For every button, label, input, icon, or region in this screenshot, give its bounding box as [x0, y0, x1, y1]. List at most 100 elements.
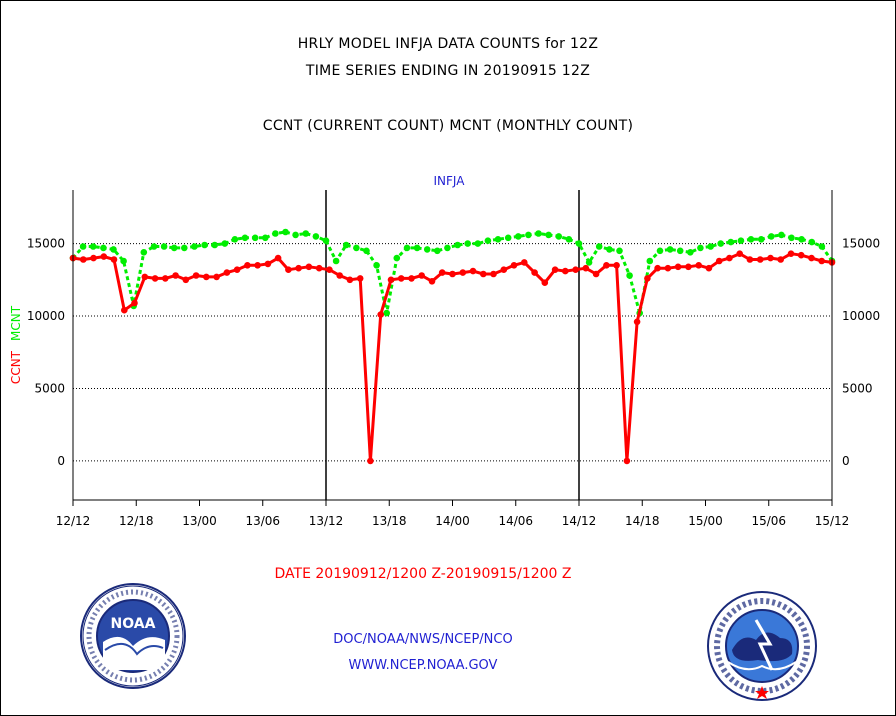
data-point-mcnt — [241, 234, 249, 242]
x-tick-label: 14/00 — [435, 514, 470, 528]
data-point-ccnt — [367, 457, 374, 465]
data-point-mcnt — [110, 246, 117, 253]
data-point-ccnt — [633, 318, 641, 326]
data-point-ccnt — [715, 257, 723, 265]
series-line-ccnt — [72, 252, 833, 463]
data-point-ccnt — [674, 263, 682, 271]
data-point-mcnt — [170, 244, 178, 252]
data-point-mcnt — [757, 236, 765, 243]
data-point-mcnt — [160, 243, 168, 250]
data-point-ccnt — [644, 275, 651, 282]
url-link[interactable]: WWW.NCEP.NOAA.GOV — [348, 658, 498, 673]
data-point-ccnt — [623, 457, 631, 465]
x-tick-label: 14/18 — [625, 514, 660, 528]
data-point-mcnt — [282, 228, 289, 236]
data-point-mcnt — [606, 246, 613, 253]
data-point-mcnt — [302, 230, 310, 237]
data-point-mcnt — [383, 309, 391, 317]
data-point-ccnt — [767, 254, 774, 262]
grid-layer — [73, 190, 832, 500]
chart-subtitle: CCNT (CURRENT COUNT) MCNT (MONTHLY COUNT… — [262, 118, 634, 134]
data-point-ccnt — [449, 270, 456, 278]
data-point-ccnt — [377, 311, 385, 318]
noaa-logo: NOAA — [80, 583, 186, 689]
x-tick-label: 13/06 — [245, 514, 280, 528]
data-point-ccnt — [562, 267, 569, 275]
data-point-ccnt — [131, 299, 138, 307]
data-point-mcnt — [181, 244, 188, 252]
data-point-ccnt — [664, 264, 672, 272]
y-label-ccnt: CCNT — [9, 350, 23, 384]
data-point-mcnt — [545, 231, 552, 239]
data-point-mcnt — [565, 236, 573, 243]
data-point-ccnt — [685, 263, 692, 271]
data-point-ccnt — [428, 278, 436, 285]
data-point-mcnt — [140, 249, 148, 256]
y-tick-label-left: 10000 — [27, 309, 65, 323]
data-point-mcnt — [120, 257, 127, 265]
data-point-mcnt — [434, 247, 441, 255]
data-point-mcnt — [585, 259, 593, 266]
data-point-ccnt — [356, 275, 364, 282]
data-point-mcnt — [808, 238, 816, 246]
data-point-ccnt — [797, 251, 805, 259]
data-point-mcnt — [727, 238, 735, 246]
x-tick-label: 13/18 — [372, 514, 407, 528]
data-point-mcnt — [474, 240, 482, 247]
data-point-mcnt — [798, 236, 805, 243]
x-tick-label: 14/06 — [498, 514, 533, 528]
y-tick-label-left: 0 — [57, 454, 65, 468]
plot-label: INFJA — [434, 174, 466, 188]
data-point-mcnt — [788, 234, 795, 242]
data-point-ccnt — [295, 264, 302, 272]
data-point-mcnt — [89, 243, 97, 250]
data-point-ccnt — [264, 260, 272, 268]
data-point-mcnt — [626, 272, 633, 279]
data-point-mcnt — [535, 230, 542, 237]
data-point-ccnt — [336, 272, 344, 279]
data-point-ccnt — [141, 273, 149, 281]
data-point-ccnt — [777, 256, 784, 263]
data-point-ccnt — [613, 262, 620, 269]
data-point-ccnt — [726, 254, 733, 262]
data-point-mcnt — [272, 230, 279, 237]
y-tick-label-right: 10000 — [842, 309, 880, 323]
data-point-mcnt — [555, 233, 563, 240]
data-point-mcnt — [312, 233, 320, 240]
data-point-ccnt — [326, 266, 333, 274]
data-point-mcnt — [444, 244, 451, 252]
x-tick-label: 15/06 — [751, 514, 786, 528]
data-point-ccnt — [582, 264, 590, 272]
data-point-ccnt — [397, 275, 405, 282]
data-point-ccnt — [203, 273, 210, 281]
data-point-mcnt — [747, 236, 755, 243]
data-point-ccnt — [521, 259, 528, 266]
data-point-ccnt — [490, 270, 497, 278]
y-tick-label-right: 5000 — [842, 381, 873, 395]
x-tick-label: 15/00 — [688, 514, 723, 528]
data-point-ccnt — [162, 275, 169, 282]
data-point-ccnt — [274, 254, 282, 262]
data-point-mcnt — [575, 240, 583, 247]
x-tick-label: 13/12 — [309, 514, 344, 528]
data-point-ccnt — [695, 262, 702, 269]
y-axis-label: CCNT MCNT — [9, 305, 23, 384]
data-point-ccnt — [592, 270, 600, 278]
data-point-ccnt — [572, 266, 579, 274]
data-point-ccnt — [480, 270, 487, 278]
data-point-mcnt — [413, 244, 421, 252]
data-point-ccnt — [387, 276, 395, 284]
data-point-mcnt — [79, 243, 87, 250]
data-point-ccnt — [654, 264, 661, 272]
data-point-ccnt — [233, 266, 241, 274]
data-point-mcnt — [403, 244, 411, 252]
data-point-mcnt — [201, 241, 208, 249]
data-point-mcnt — [342, 241, 350, 249]
series-line-mcnt — [71, 230, 834, 315]
data-point-ccnt — [746, 256, 754, 263]
data-point-mcnt — [515, 233, 522, 240]
data-point-ccnt — [818, 257, 825, 265]
data-point-ccnt — [90, 254, 97, 262]
data-point-ccnt — [787, 250, 795, 257]
data-point-ccnt — [418, 272, 426, 279]
